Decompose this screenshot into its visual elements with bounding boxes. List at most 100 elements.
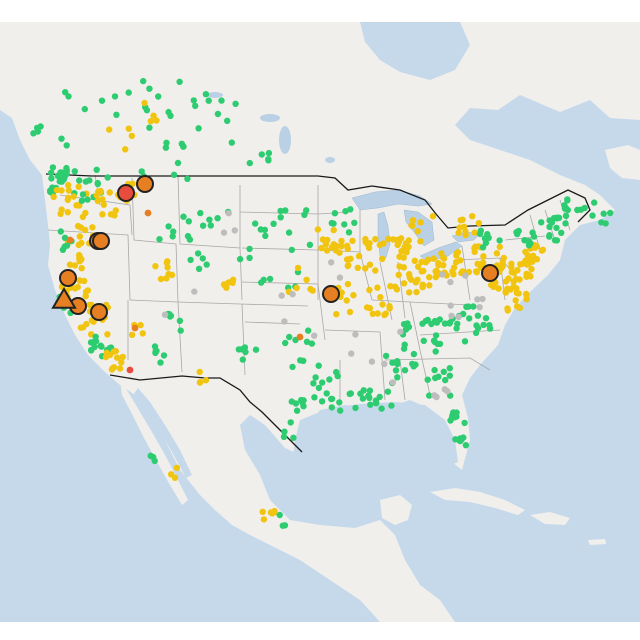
station-dot-moderate[interactable]: [112, 347, 120, 355]
station-dot-moderate[interactable]: [362, 265, 369, 272]
station-dot-good[interactable]: [156, 236, 163, 243]
station-dot-good[interactable]: [435, 373, 442, 380]
station-dot-good[interactable]: [155, 93, 162, 100]
station-dot-moderate[interactable]: [524, 252, 532, 259]
station-marker-usg[interactable]: [90, 303, 108, 321]
station-dot-moderate[interactable]: [319, 236, 327, 243]
station-dot-no-data[interactable]: [220, 229, 228, 236]
station-dot-good[interactable]: [47, 188, 54, 196]
station-dot-moderate[interactable]: [366, 261, 374, 268]
station-dot-moderate[interactable]: [53, 186, 61, 194]
station-dot-good[interactable]: [461, 419, 468, 427]
station-dot-good[interactable]: [207, 222, 214, 229]
station-dot-moderate[interactable]: [505, 275, 512, 282]
station-dot-moderate[interactable]: [400, 280, 408, 287]
station-dot-moderate[interactable]: [374, 310, 381, 317]
station-dot-good[interactable]: [301, 211, 308, 218]
station-dot-good[interactable]: [311, 394, 318, 401]
station-dot-good[interactable]: [82, 178, 90, 185]
station-dot-moderate[interactable]: [333, 242, 340, 249]
station-dot-moderate[interactable]: [163, 259, 171, 267]
station-dot-moderate[interactable]: [318, 244, 325, 252]
station-dot-good[interactable]: [258, 151, 265, 158]
station-dot-moderate[interactable]: [82, 288, 90, 296]
station-dot-moderate[interactable]: [344, 280, 352, 288]
station-dot-good[interactable]: [401, 367, 409, 374]
station-dot-good[interactable]: [589, 212, 596, 219]
station-dot-moderate[interactable]: [395, 271, 402, 279]
station-dot-good[interactable]: [63, 242, 71, 249]
station-dot-good[interactable]: [310, 380, 317, 387]
station-dot-good[interactable]: [446, 372, 453, 379]
station-dot-moderate[interactable]: [330, 226, 337, 234]
station-dot-good[interactable]: [265, 157, 272, 164]
station-dot-moderate[interactable]: [502, 289, 509, 296]
station-dot-good[interactable]: [562, 212, 570, 220]
station-dot-moderate[interactable]: [516, 276, 523, 283]
station-dot-moderate[interactable]: [495, 285, 502, 292]
station-dot-good[interactable]: [558, 229, 565, 236]
station-dot-moderate[interactable]: [128, 132, 135, 140]
station-dot-good[interactable]: [290, 434, 297, 441]
station-dot-good[interactable]: [394, 358, 401, 365]
station-dot-moderate[interactable]: [426, 274, 433, 281]
station-dot-moderate[interactable]: [293, 284, 300, 292]
station-dot-moderate[interactable]: [89, 224, 96, 231]
station-dot-moderate[interactable]: [510, 278, 517, 285]
station-dot-moderate[interactable]: [347, 255, 354, 262]
station-dot-good[interactable]: [480, 321, 487, 329]
station-dot-good[interactable]: [48, 175, 55, 182]
station-dot-good[interactable]: [104, 174, 111, 181]
station-dot-good[interactable]: [202, 91, 210, 98]
station-dot-good[interactable]: [236, 255, 244, 263]
station-dot-good[interactable]: [165, 223, 172, 230]
station-dot-good[interactable]: [432, 332, 440, 339]
station-dot-moderate[interactable]: [507, 286, 514, 293]
station-dot-moderate[interactable]: [406, 271, 413, 278]
station-dot-good[interactable]: [442, 376, 449, 384]
station-dot-moderate[interactable]: [74, 283, 82, 291]
station-dot-good[interactable]: [342, 208, 349, 215]
station-dot-good[interactable]: [461, 338, 469, 345]
station-dot-good[interactable]: [190, 97, 197, 104]
station-dot-moderate[interactable]: [157, 275, 165, 283]
station-dot-moderate[interactable]: [259, 508, 266, 515]
station-dot-good[interactable]: [246, 254, 253, 262]
station-dot-good[interactable]: [292, 400, 300, 407]
station-dot-moderate[interactable]: [141, 99, 148, 107]
station-dot-good[interactable]: [315, 362, 322, 369]
station-dot-moderate[interactable]: [366, 286, 373, 294]
station-dot-good[interactable]: [420, 337, 427, 344]
station-dot-moderate[interactable]: [455, 229, 462, 237]
station-dot-moderate[interactable]: [419, 282, 426, 289]
station-dot-moderate[interactable]: [344, 245, 351, 253]
station-dot-moderate[interactable]: [523, 296, 530, 303]
station-dot-good[interactable]: [422, 317, 430, 325]
station-dot-good[interactable]: [334, 372, 341, 380]
station-dot-good[interactable]: [288, 246, 295, 254]
station-dot-moderate[interactable]: [303, 276, 310, 283]
station-dot-good[interactable]: [305, 327, 312, 334]
station-dot-good[interactable]: [328, 404, 335, 411]
station-dot-good[interactable]: [206, 216, 213, 223]
station-dot-moderate[interactable]: [307, 285, 314, 293]
station-marker-usg[interactable]: [481, 264, 499, 282]
station-dot-moderate[interactable]: [323, 247, 331, 254]
station-dot-good[interactable]: [232, 100, 239, 108]
station-dot-good[interactable]: [277, 207, 284, 215]
station-dot-moderate[interactable]: [122, 146, 129, 153]
station-dot-moderate[interactable]: [374, 284, 381, 291]
station-dot-good[interactable]: [184, 175, 191, 182]
station-dot-good[interactable]: [446, 365, 453, 372]
station-dot-good[interactable]: [431, 317, 439, 325]
station-dot-good[interactable]: [474, 312, 482, 319]
station-dot-moderate[interactable]: [58, 206, 65, 213]
station-dot-no-data[interactable]: [311, 332, 318, 339]
station-dot-good[interactable]: [496, 237, 503, 244]
station-dot-good[interactable]: [192, 102, 199, 110]
station-dot-no-data[interactable]: [352, 331, 359, 338]
station-dot-moderate[interactable]: [488, 281, 495, 289]
station-dot-good[interactable]: [65, 93, 72, 100]
